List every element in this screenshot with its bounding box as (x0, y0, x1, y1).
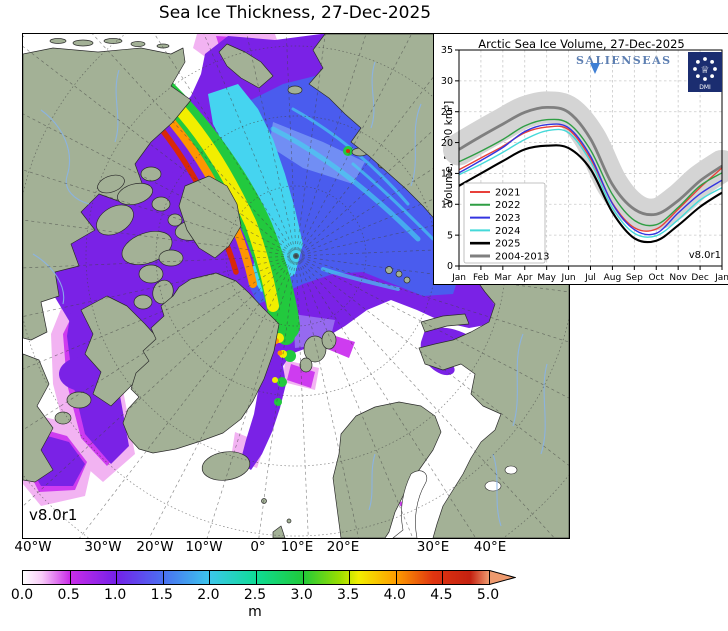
map-x-axis-label: 20°W (136, 539, 174, 555)
map-version-label: v8.0r1 (29, 506, 78, 524)
land-layer (22, 33, 570, 539)
colorbar-tick (302, 571, 304, 584)
colorbar-tick-label: 3.5 (337, 587, 360, 603)
svg-text:Nov: Nov (669, 273, 687, 283)
svg-text:20: 20 (441, 138, 453, 149)
series-line-2023 (458, 123, 723, 236)
colorbar-tick-label: 5.0 (476, 587, 500, 603)
colorbar-tick (162, 571, 164, 584)
thickness-colorbar (22, 570, 490, 585)
svg-text:May: May (537, 273, 556, 283)
inset-version-label: v8.0r1 (688, 250, 721, 261)
svg-text:Jan: Jan (451, 273, 466, 283)
dmi-logo-text: DMI (699, 84, 711, 91)
series-line-2004-2013 (458, 105, 723, 217)
map-x-axis-label: 0° (250, 539, 266, 555)
salienseas-sail-icon (590, 63, 600, 74)
series-line-2024 (458, 128, 723, 238)
colorbar-tick (395, 571, 397, 584)
svg-text:15: 15 (441, 169, 453, 180)
colorbar-tick-label: 2.5 (243, 587, 267, 603)
svg-text:Jun: Jun (561, 273, 576, 283)
svg-text:Jul: Jul (584, 273, 596, 283)
map-x-axis-label: 20°E (326, 539, 360, 555)
svg-text:Oct: Oct (648, 273, 664, 283)
map-x-axis-label: 30°E (416, 539, 450, 555)
series-line-2022 (458, 118, 723, 227)
colorbar-tick (116, 571, 118, 584)
svg-text:30: 30 (441, 76, 453, 87)
legend-label-2023: 2023 (495, 213, 520, 224)
colorbar-tick-label: 4.0 (383, 587, 406, 603)
colorbar-tick-label: 2.0 (197, 587, 220, 603)
series-line-2025 (458, 144, 723, 244)
svg-text:35: 35 (441, 45, 453, 56)
svg-text:5: 5 (447, 230, 453, 241)
map-x-axis-label: 40°E (473, 539, 507, 555)
colorbar-tick-label: 4.5 (430, 587, 453, 603)
legend-label-2021: 2021 (495, 187, 520, 198)
colorbar-tick-label: 0.5 (57, 587, 80, 603)
svg-text:10: 10 (441, 199, 453, 210)
svg-text:0: 0 (447, 261, 453, 272)
colorbar-tick (69, 571, 71, 584)
map-x-axis-label: 30°W (84, 539, 122, 555)
legend-label-2022: 2022 (495, 200, 520, 211)
colorbar-tick-label: 0.0 (10, 587, 34, 603)
legend-label-2025: 2025 (495, 239, 520, 250)
colorbar-tick-label: 1.0 (104, 587, 127, 603)
colorbar-tick-label: 3.0 (290, 587, 313, 603)
colorbar-tick (349, 571, 351, 584)
sea-ice-volume-inset: Arctic Sea Ice Volume, 27-Dec-2025 Volum… (433, 33, 728, 285)
svg-text:Apr: Apr (517, 273, 533, 283)
map-x-axis-label: 40°W (14, 539, 52, 555)
svg-text:Mar: Mar (494, 273, 511, 283)
svg-text:25: 25 (441, 107, 453, 118)
svg-text:Feb: Feb (473, 273, 489, 283)
colorbar-tick-label: 1.5 (150, 587, 173, 603)
chart-ticks (455, 49, 723, 270)
series-line-2021 (458, 125, 723, 232)
svg-text:Sep: Sep (626, 273, 643, 283)
colorbar-unit-label: m (248, 604, 262, 620)
svg-text:Jan: Jan (714, 273, 728, 283)
svg-text:Dec: Dec (691, 273, 708, 283)
colorbar-arrow (489, 570, 516, 585)
colorbar-tick (209, 571, 211, 584)
legend-label-2004-2013: 2004-2013 (495, 251, 550, 262)
svg-text:Aug: Aug (604, 273, 622, 283)
colorbar-tick (256, 571, 257, 584)
page-title: Sea Ice Thickness, 27-Dec-2025 (158, 3, 432, 23)
inset-title: Arctic Sea Ice Volume, 27-Dec-2025 (478, 37, 685, 51)
dmi-crown-icon: ♕ (701, 65, 710, 76)
colorbar-tick (442, 571, 444, 584)
map-x-axis-label: 10°E (280, 539, 314, 555)
map-x-axis-label: 10°W (185, 539, 223, 555)
legend-label-2024: 2024 (495, 226, 520, 237)
dmi-logo: ♕ DMI (688, 52, 722, 92)
dmi-logo-dots (693, 57, 717, 81)
